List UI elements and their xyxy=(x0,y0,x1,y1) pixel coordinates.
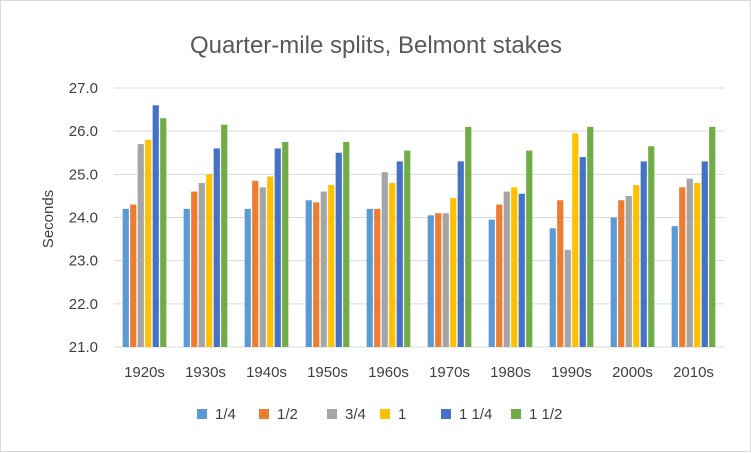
bar-1950s-series-3 xyxy=(320,191,327,347)
bar-1960s-series-1 xyxy=(366,208,373,347)
legend-label: 1 xyxy=(398,406,406,423)
bar-1980s-series-1 xyxy=(488,219,495,347)
bar-1930s-series-5 xyxy=(213,148,220,347)
legend-label: 1 1/2 xyxy=(529,406,562,423)
legend-swatch xyxy=(327,409,337,419)
bar-1960s-series-5 xyxy=(396,161,403,347)
bar-1960s-series-2 xyxy=(374,208,381,347)
bar-1990s-series-2 xyxy=(557,200,564,347)
bar-1950s-series-4 xyxy=(328,185,335,347)
bar-2000s-series-5 xyxy=(640,161,647,347)
legend-label: 1 1/4 xyxy=(459,406,492,423)
bar-1970s-series-5 xyxy=(457,161,464,347)
bar-1980s-series-3 xyxy=(503,191,510,347)
bar-1950s-series-6 xyxy=(343,141,350,347)
x-tick-label: 1980s xyxy=(490,364,531,381)
chart-title: Quarter-mile splits, Belmont stakes xyxy=(190,32,562,59)
bar-1920s-series-3 xyxy=(137,144,144,347)
bar-1940s-series-3 xyxy=(259,187,266,347)
bar-2000s-series-6 xyxy=(648,146,655,347)
y-tick-label: 26.0 xyxy=(69,123,98,140)
x-tick-label: 1940s xyxy=(246,364,287,381)
legend-label: 3/4 xyxy=(345,406,366,423)
bar-1940s-series-2 xyxy=(252,180,259,347)
x-tick-label: 1970s xyxy=(429,364,470,381)
bar-2010s-series-2 xyxy=(679,187,686,347)
x-axis-ticks: 1920s 1930s 1940s 1950s 1960s 1970s 1980s 1990s… xyxy=(124,364,714,381)
bar-2000s-series-2 xyxy=(618,200,625,347)
legend-swatch xyxy=(197,409,207,419)
bars xyxy=(122,105,716,348)
legend: 1/4 1/2 3/4 1 1 1/4 1 1/2 xyxy=(197,406,562,423)
y-tick-label: 21.0 xyxy=(69,339,98,356)
bar-2010s-series-4 xyxy=(694,182,701,347)
bar-1970s-series-2 xyxy=(435,213,442,347)
bar-1940s-series-4 xyxy=(267,176,274,347)
bar-1920s-series-5 xyxy=(152,105,159,348)
bar-1990s-series-4 xyxy=(572,133,579,347)
bar-1920s-series-6 xyxy=(160,118,167,347)
bar-1920s-series-1 xyxy=(122,208,129,347)
legend-label: 1/4 xyxy=(215,406,236,423)
x-tick-label: 1920s xyxy=(124,364,165,381)
bar-1930s-series-2 xyxy=(191,191,198,347)
bar-1960s-series-3 xyxy=(381,172,388,347)
bar-1980s-series-5 xyxy=(518,193,525,347)
bar-1970s-series-6 xyxy=(465,126,472,347)
bar-2010s-series-6 xyxy=(709,126,716,347)
x-tick-label: 1930s xyxy=(185,364,226,381)
legend-swatch xyxy=(441,409,451,419)
bar-1930s-series-1 xyxy=(183,208,190,347)
y-axis-label: Seconds xyxy=(40,190,57,248)
gridlines xyxy=(114,87,724,348)
bar-2010s-series-1 xyxy=(671,226,678,347)
bar-1950s-series-1 xyxy=(305,200,312,347)
y-axis-ticks: 21.0 22.0 23.0 24.0 25.0 26.0 27.0 xyxy=(69,80,98,356)
bar-1970s-series-3 xyxy=(442,213,449,347)
legend-label: 1/2 xyxy=(277,406,298,423)
bar-2000s-series-1 xyxy=(610,217,617,347)
bar-1990s-series-1 xyxy=(549,228,556,347)
bar-1990s-series-5 xyxy=(579,157,586,347)
y-tick-label: 27.0 xyxy=(69,80,98,97)
y-tick-label: 23.0 xyxy=(69,253,98,270)
y-tick-label: 22.0 xyxy=(69,296,98,313)
x-tick-label: 2010s xyxy=(673,364,714,381)
legend-swatch xyxy=(259,409,269,419)
bar-1960s-series-4 xyxy=(389,182,396,347)
bar-1990s-series-3 xyxy=(564,249,571,347)
bar-1940s-series-1 xyxy=(244,208,251,347)
bar-1970s-series-1 xyxy=(427,215,434,347)
x-tick-label: 1950s xyxy=(307,364,348,381)
bar-1930s-series-6 xyxy=(221,124,228,347)
bar-2000s-series-3 xyxy=(625,195,632,347)
bar-2010s-series-5 xyxy=(701,161,708,347)
bar-1940s-series-5 xyxy=(274,148,281,347)
legend-swatch xyxy=(511,409,521,419)
bar-1920s-series-2 xyxy=(130,204,137,347)
x-tick-label: 1990s xyxy=(551,364,592,381)
bar-1990s-series-6 xyxy=(587,126,594,347)
x-tick-label: 2000s xyxy=(612,364,653,381)
bar-1980s-series-4 xyxy=(511,187,518,347)
bar-1930s-series-4 xyxy=(206,174,213,347)
bar-1940s-series-6 xyxy=(282,141,289,347)
bar-1950s-series-2 xyxy=(313,202,320,347)
bar-1970s-series-4 xyxy=(450,198,457,347)
x-tick-label: 1960s xyxy=(368,364,409,381)
bar-1960s-series-6 xyxy=(404,150,411,347)
y-tick-label: 24.0 xyxy=(69,210,98,227)
bar-1930s-series-3 xyxy=(198,182,205,347)
bar-1980s-series-2 xyxy=(496,204,503,347)
bar-1920s-series-4 xyxy=(145,139,152,347)
y-tick-label: 25.0 xyxy=(69,166,98,183)
bar-1980s-series-6 xyxy=(526,150,533,347)
bar-2010s-series-3 xyxy=(686,178,693,347)
bar-1950s-series-5 xyxy=(335,152,342,347)
legend-swatch xyxy=(380,409,390,419)
bar-2000s-series-4 xyxy=(633,185,640,347)
